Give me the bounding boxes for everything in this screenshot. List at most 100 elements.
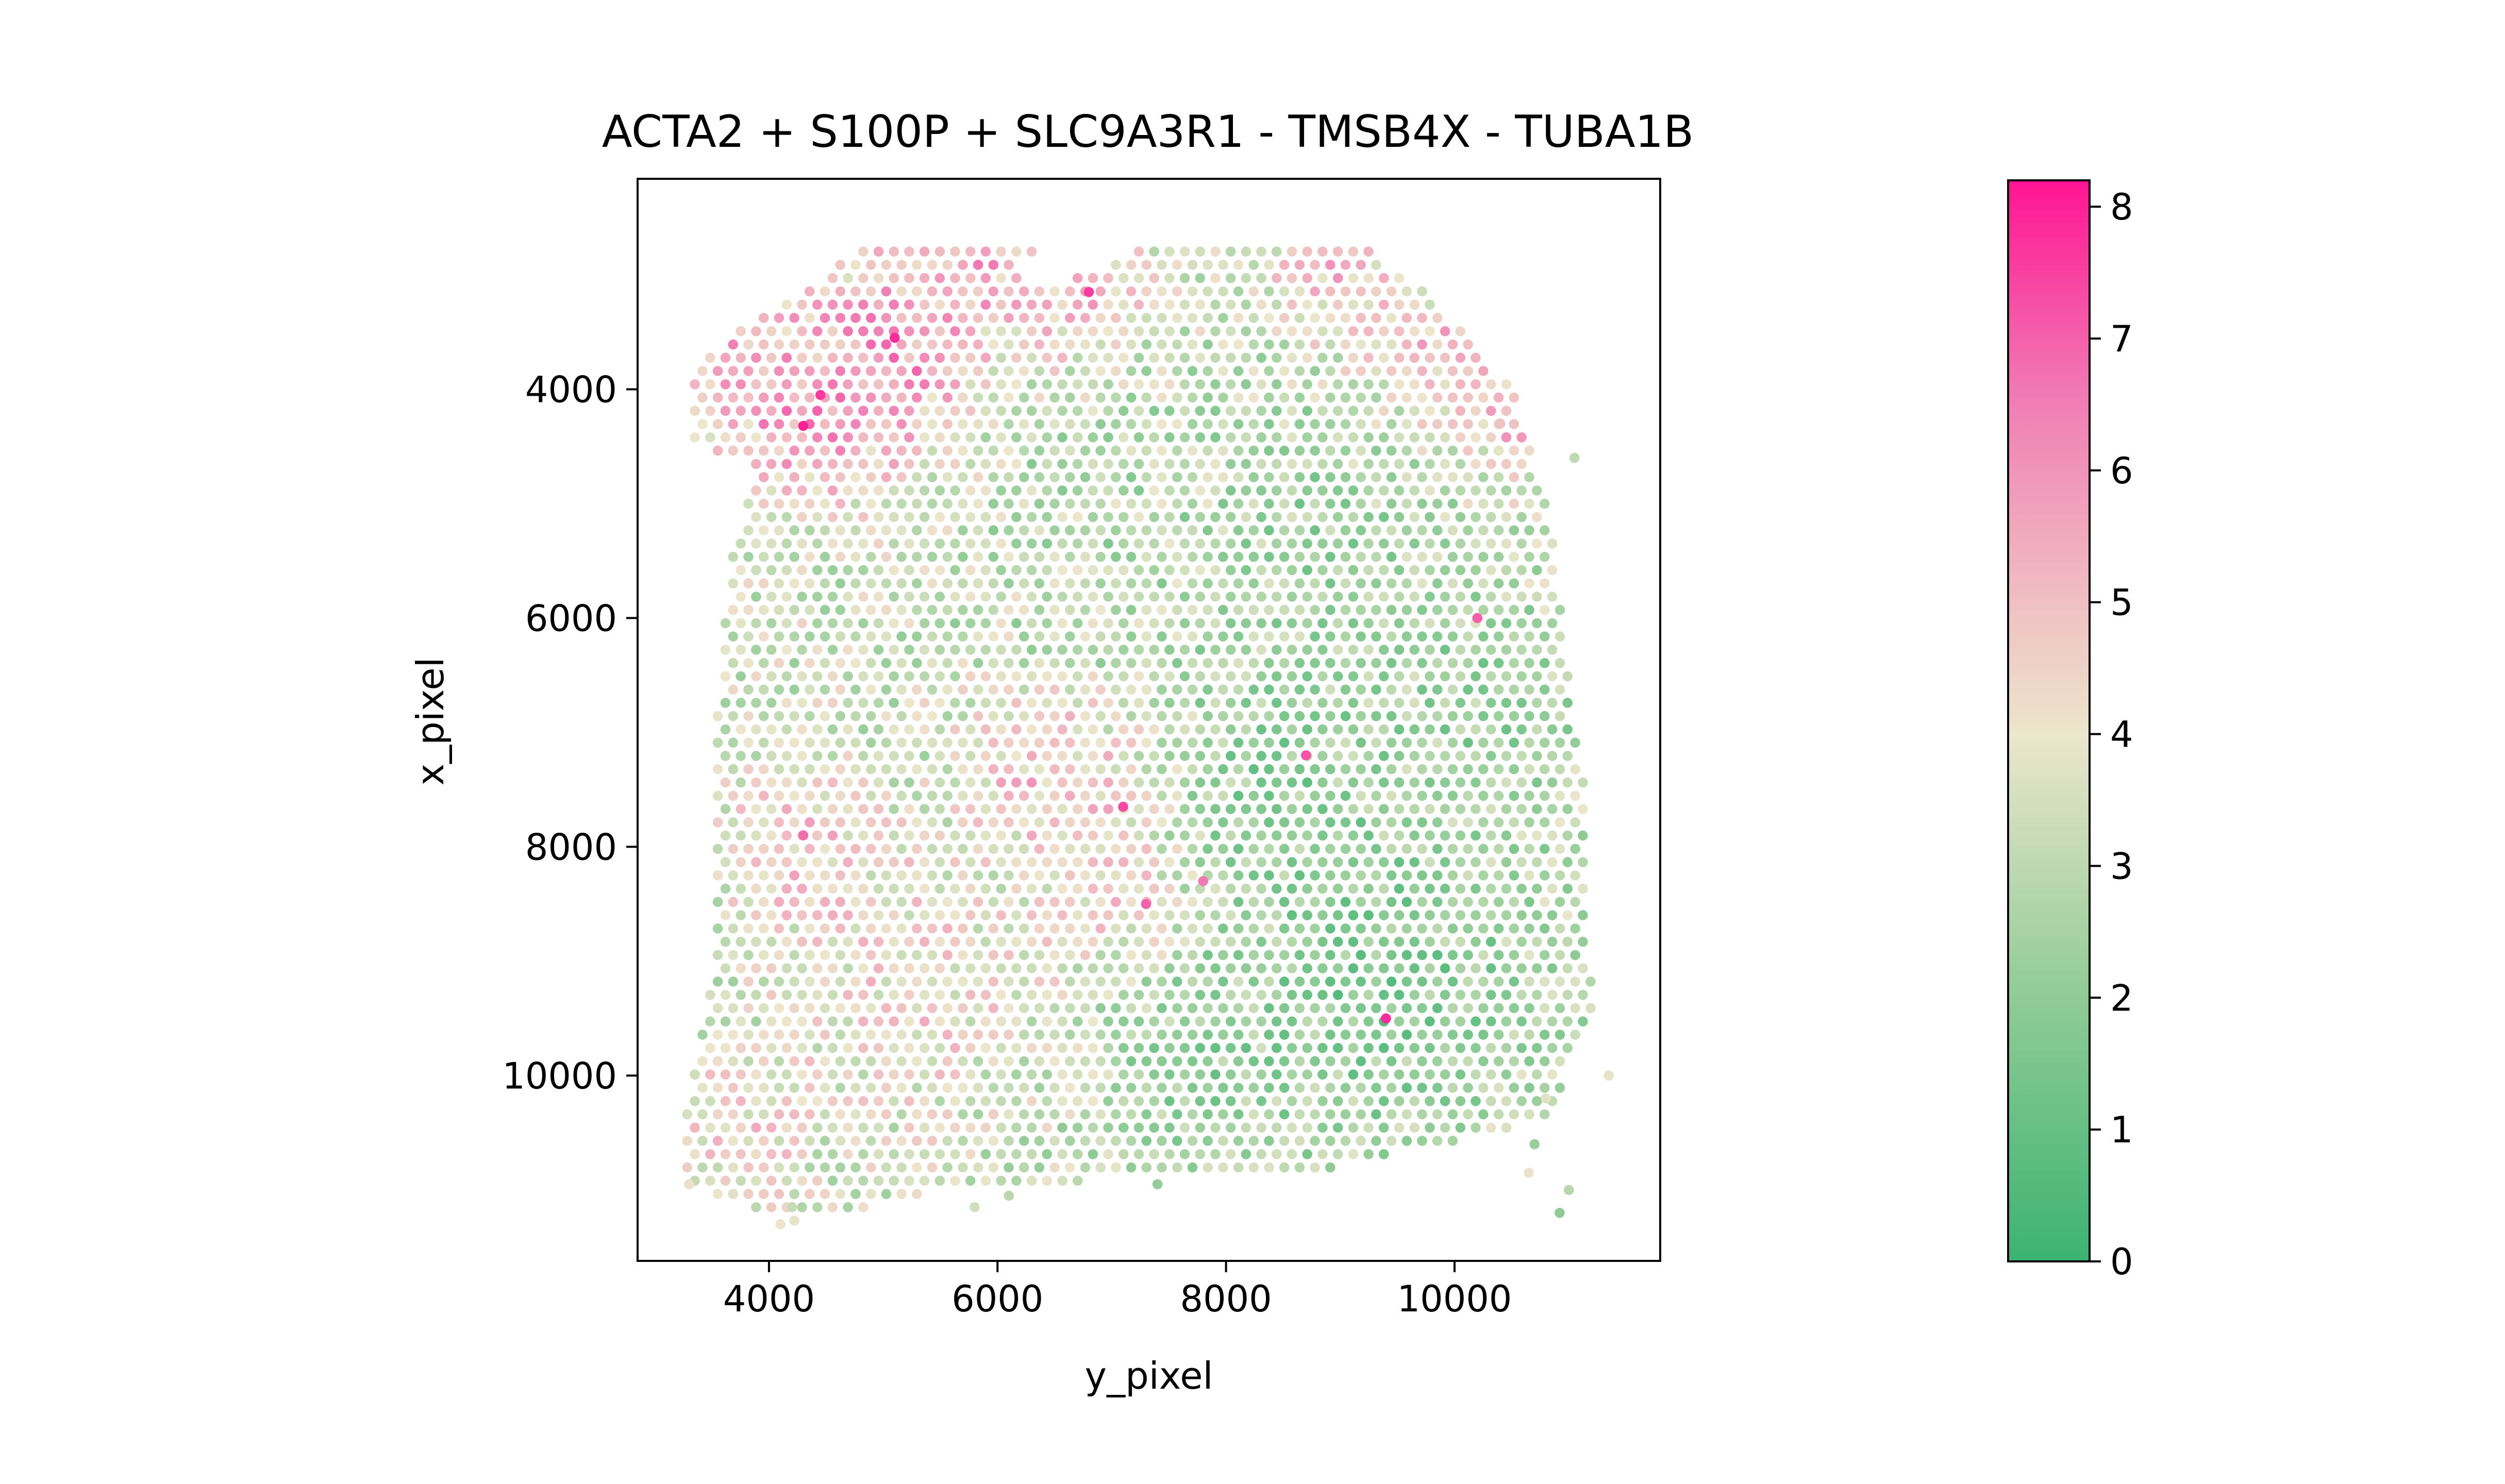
data-point — [1302, 671, 1312, 682]
data-point — [1088, 857, 1098, 867]
data-point — [1501, 618, 1512, 629]
data-point — [1210, 512, 1221, 522]
data-point — [820, 419, 830, 429]
data-point — [1379, 1069, 1389, 1080]
data-point — [1065, 790, 1075, 801]
data-point — [751, 963, 761, 973]
data-point — [835, 684, 846, 695]
data-point — [1004, 1030, 1014, 1040]
data-point — [965, 485, 976, 496]
data-point — [797, 963, 807, 973]
data-point — [919, 406, 930, 416]
data-point — [1018, 366, 1029, 376]
data-point — [873, 751, 884, 761]
data-point — [865, 817, 876, 828]
data-point — [873, 565, 884, 576]
data-point — [805, 923, 815, 934]
data-point — [1348, 459, 1359, 469]
data-point — [789, 498, 799, 509]
data-point — [1049, 551, 1060, 562]
data-point — [1332, 990, 1343, 1000]
data-point — [728, 445, 739, 456]
data-point — [1095, 604, 1106, 615]
data-point — [1485, 1069, 1496, 1080]
data-point — [904, 326, 914, 336]
data-point — [1118, 618, 1129, 629]
data-point — [896, 419, 907, 429]
data-point — [904, 936, 914, 947]
data-point — [965, 326, 976, 336]
data-point — [1034, 578, 1045, 588]
data-point — [1264, 578, 1274, 588]
data-point — [843, 830, 853, 841]
data-point — [797, 698, 807, 708]
data-point — [1126, 551, 1137, 562]
data-point — [1485, 379, 1496, 390]
data-point — [766, 379, 777, 390]
data-point — [1057, 379, 1067, 390]
data-point — [835, 260, 846, 270]
data-point — [1532, 645, 1542, 655]
data-point — [1455, 592, 1466, 602]
data-point — [973, 923, 983, 934]
data-point — [835, 366, 846, 376]
data-point — [934, 936, 945, 947]
data-point — [1547, 804, 1558, 814]
data-point — [1004, 498, 1014, 509]
data-point — [912, 366, 922, 376]
data-point — [1425, 485, 1435, 496]
data-point — [736, 698, 746, 708]
data-point — [1294, 366, 1305, 376]
data-point — [889, 751, 899, 761]
data-point — [1026, 1149, 1037, 1159]
data-point — [1057, 406, 1067, 416]
data-point — [1256, 406, 1266, 416]
data-point — [919, 1122, 930, 1133]
data-point — [1149, 777, 1159, 788]
data-point — [1034, 923, 1045, 934]
data-point — [1111, 366, 1121, 376]
data-point — [1524, 1109, 1534, 1120]
data-point — [1218, 445, 1228, 456]
data-point — [1157, 472, 1167, 482]
data-point — [1187, 711, 1198, 721]
data-point — [1356, 1030, 1366, 1040]
data-point — [1225, 326, 1236, 336]
data-point — [958, 684, 968, 695]
data-point — [1042, 326, 1053, 336]
data-point — [1348, 512, 1359, 522]
data-point — [1478, 472, 1489, 482]
data-point — [797, 592, 807, 602]
data-point — [1218, 604, 1228, 615]
data-point — [965, 936, 976, 947]
data-point — [1447, 950, 1458, 960]
data-point — [1203, 923, 1213, 934]
data-point — [1287, 751, 1297, 761]
data-point — [996, 379, 1006, 390]
data-point — [797, 751, 807, 761]
data-point — [1149, 1096, 1159, 1106]
data-point — [1348, 592, 1359, 602]
data-point — [1233, 366, 1244, 376]
data-point — [1118, 1043, 1129, 1053]
data-point — [781, 352, 792, 363]
data-point — [1363, 671, 1374, 682]
data-point — [1118, 801, 1128, 812]
data-point — [1356, 764, 1366, 774]
data-point — [1126, 260, 1137, 270]
data-point — [1018, 790, 1029, 801]
data-point — [1103, 1096, 1113, 1106]
data-point — [889, 1122, 899, 1133]
data-point — [1272, 671, 1282, 682]
data-point — [1256, 936, 1266, 947]
data-point — [912, 498, 922, 509]
data-point — [1118, 645, 1129, 655]
data-point — [766, 698, 777, 708]
data-point — [712, 1030, 723, 1040]
data-point — [1095, 950, 1106, 960]
data-point — [1371, 1056, 1381, 1067]
data-point — [1164, 512, 1175, 522]
data-point — [1332, 459, 1343, 469]
data-point — [1272, 857, 1282, 867]
data-point — [1332, 1096, 1343, 1106]
